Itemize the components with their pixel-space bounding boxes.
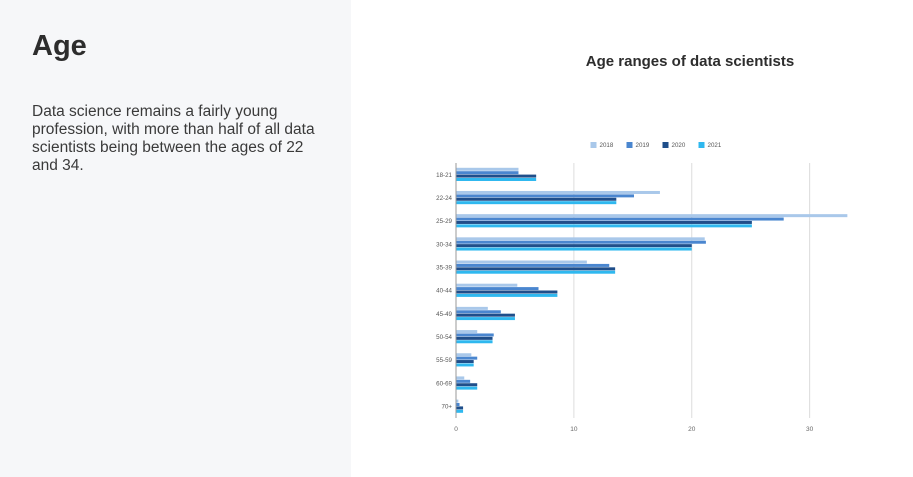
bar-2020-30-34 xyxy=(456,244,692,248)
y-tick-label-30-34: 30-34 xyxy=(436,241,452,248)
y-tick-label-35-39: 35-39 xyxy=(436,265,452,272)
bar-2021-22-24 xyxy=(456,201,617,205)
legend-swatch-2018 xyxy=(590,142,597,148)
x-tick-label-20: 20 xyxy=(688,426,696,433)
bar-2020-40-44 xyxy=(456,290,558,294)
bar-2018-25-29 xyxy=(456,214,848,218)
bar-2019-25-29 xyxy=(456,217,784,221)
bar-2021-18-21 xyxy=(456,177,537,181)
bar-2019-30-34 xyxy=(456,240,706,244)
bar-2019-70+ xyxy=(456,403,460,407)
bar-2020-18-21 xyxy=(456,174,537,178)
y-tick-label-55-59: 55-59 xyxy=(436,357,452,364)
bar-2019-22-24 xyxy=(456,194,634,198)
bar-2018-22-24 xyxy=(456,190,660,194)
bar-2021-25-29 xyxy=(456,224,752,228)
bar-2020-70+ xyxy=(456,406,464,410)
chart-title: Age ranges of data scientists xyxy=(585,53,795,70)
y-tick-label-50-54: 50-54 xyxy=(436,334,452,341)
x-tick-label-0: 0 xyxy=(454,426,458,433)
y-tick-label-45-49: 45-49 xyxy=(436,311,452,318)
legend-label-2020: 2020 xyxy=(672,142,686,149)
bar-2021-35-39 xyxy=(456,270,616,274)
bar-2020-50-54 xyxy=(456,336,493,340)
left-panel: Age Data science remains a fairly young … xyxy=(0,0,351,477)
legend-label-2018: 2018 xyxy=(600,142,614,149)
bar-2020-25-29 xyxy=(456,220,752,224)
legend-swatch-2020 xyxy=(662,142,669,148)
bar-2021-40-44 xyxy=(456,293,558,297)
bar-2021-55-59 xyxy=(456,363,474,367)
x-tick-label-10: 10 xyxy=(570,426,578,433)
legend-swatch-2019 xyxy=(626,142,633,148)
legend-label-2019: 2019 xyxy=(636,142,650,149)
x-tick-label-30: 30 xyxy=(806,426,814,433)
bar-2018-45-49 xyxy=(456,306,488,310)
bar-2019-40-44 xyxy=(456,287,539,291)
bar-2019-45-49 xyxy=(456,310,501,314)
bar-2020-35-39 xyxy=(456,267,616,271)
bar-2021-45-49 xyxy=(456,317,515,321)
y-tick-label-18-21: 18-21 xyxy=(436,172,452,179)
bar-2018-40-44 xyxy=(456,283,518,287)
bar-2020-55-59 xyxy=(456,360,474,364)
y-tick-label-60-69: 60-69 xyxy=(436,380,452,387)
bar-2021-50-54 xyxy=(456,340,493,344)
bar-2020-60-69 xyxy=(456,383,478,387)
y-tick-label-70+: 70+ xyxy=(442,404,453,411)
section-title: Age xyxy=(32,30,87,62)
section-description: Data science remains a fairly young prof… xyxy=(32,103,315,174)
bar-2019-18-21 xyxy=(456,171,519,175)
bar-2019-35-39 xyxy=(456,263,610,267)
bar-2020-45-49 xyxy=(456,313,515,317)
bar-2018-55-59 xyxy=(456,353,472,357)
bar-2019-50-54 xyxy=(456,333,494,337)
y-tick-label-22-24: 22-24 xyxy=(436,195,452,202)
bar-2018-50-54 xyxy=(456,330,478,334)
y-tick-label-40-44: 40-44 xyxy=(436,288,452,295)
age-ranges-chart: 0 10 20 30 18-21 22-24 25-29 30-34 35-39 40-44 45-… xyxy=(436,142,848,433)
legend-swatch-2021 xyxy=(698,142,705,148)
bar-2019-60-69 xyxy=(456,379,471,383)
y-tick-label-25-29: 25-29 xyxy=(436,218,452,225)
legend-label-2021: 2021 xyxy=(708,142,722,149)
bar-2018-18-21 xyxy=(456,167,519,171)
bar-2018-70+ xyxy=(456,399,459,403)
bar-2021-70+ xyxy=(456,409,464,413)
bar-2018-35-39 xyxy=(456,260,587,264)
bar-2020-22-24 xyxy=(456,197,617,201)
bar-2018-60-69 xyxy=(456,376,465,380)
bar-2018-30-34 xyxy=(456,237,705,241)
bar-2021-30-34 xyxy=(456,247,692,251)
bar-2019-55-59 xyxy=(456,356,478,360)
bar-2021-60-69 xyxy=(456,386,478,390)
